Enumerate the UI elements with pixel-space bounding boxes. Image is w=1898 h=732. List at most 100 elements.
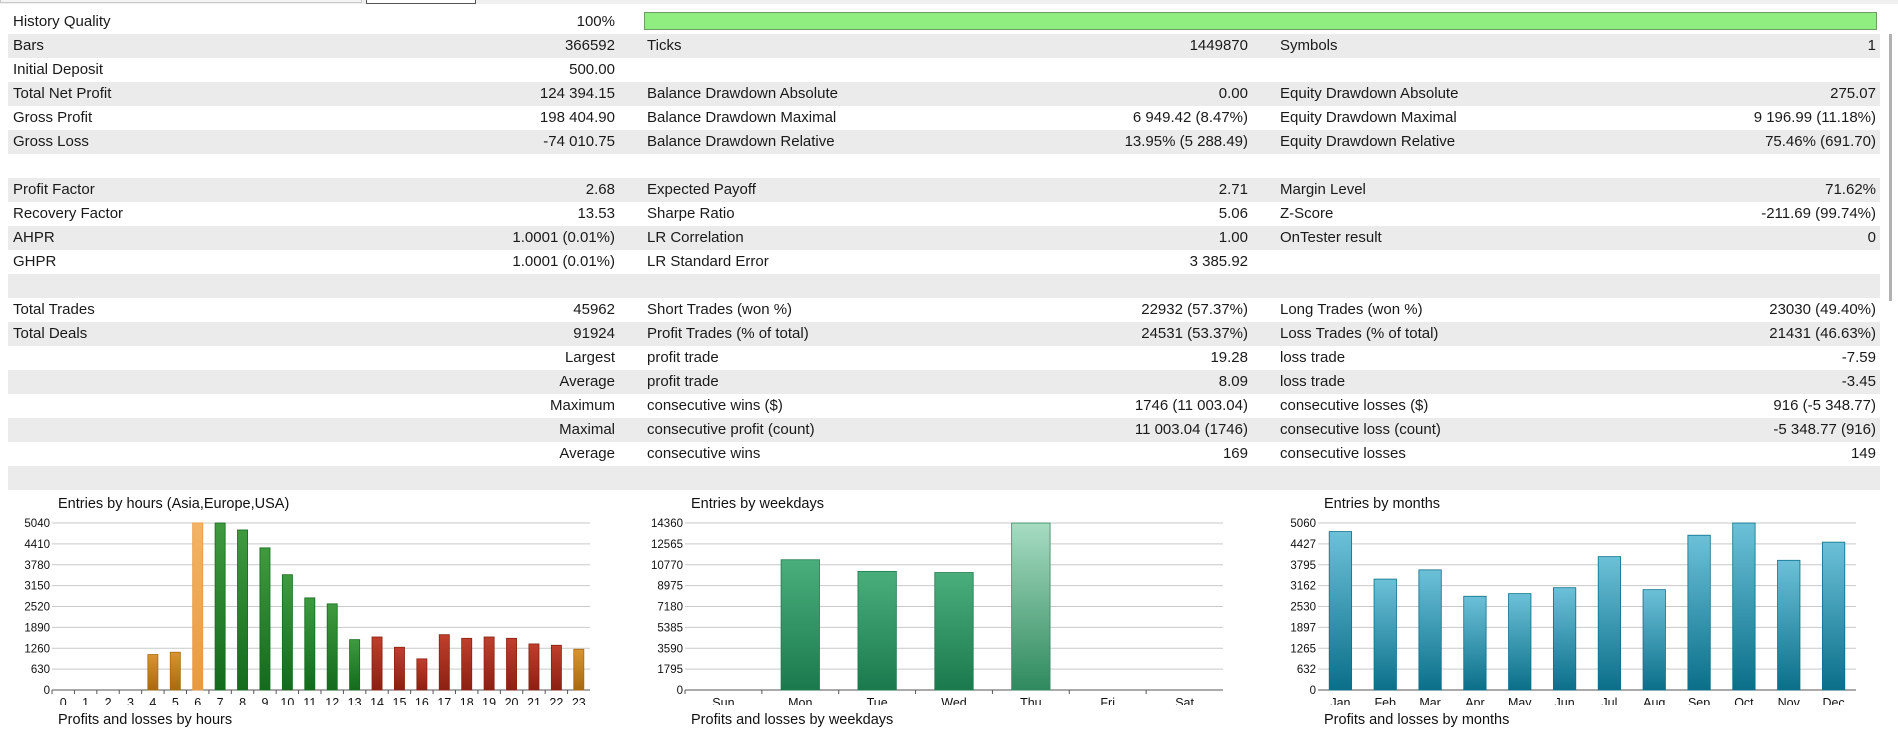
report-row: Gross Profit 198 404.90 Balance Drawdown M… (8, 106, 1880, 130)
y-tick-label: 14360 (651, 518, 683, 530)
value-right: 21431 (46.63%) (1769, 325, 1876, 342)
report-row: Recovery Factor 13.53 Sharpe Ratio 5.06 Z-Sc… (8, 202, 1880, 226)
report-row: History Quality 100% (8, 10, 1880, 34)
x-tick-label: Tue (867, 696, 888, 705)
y-tick-label: 5060 (1290, 518, 1316, 530)
label-right: Z-Score (1280, 205, 1334, 222)
y-tick-label: 5385 (657, 622, 683, 634)
x-tick-label: 13 (348, 696, 362, 705)
x-tick-label: Apr (1465, 696, 1484, 705)
bar-5 (169, 651, 181, 691)
report-row: Largest profit trade 19.28 loss trade -7.59 (8, 346, 1880, 370)
label-mid: Expected Payoff (647, 181, 756, 198)
bar-Dec (1821, 541, 1846, 691)
label-left: Gross Profit (13, 109, 93, 126)
value-right: 23030 (49.40%) (1769, 301, 1876, 318)
x-tick-label: 3 (127, 696, 134, 705)
label-left: Gross Loss (13, 133, 89, 150)
profits-losses-months-title: Profits and losses by months (1324, 712, 1510, 728)
value-left: 2.68 (585, 181, 615, 198)
x-tick-label: Dec (1822, 696, 1844, 705)
y-tick-label: 3780 (24, 560, 50, 572)
report-row: Average consecutive wins 169 consecutive lo… (8, 442, 1880, 466)
x-tick-label: Thu (1020, 696, 1042, 705)
y-tick-label: 1265 (1290, 643, 1316, 655)
x-tick-label: Jan (1330, 696, 1350, 705)
value-right: 9 196.99 (11.18%) (1753, 109, 1876, 126)
value-right: -211.69 (99.74%) (1761, 205, 1876, 222)
report-row: Total Trades 45962 Short Trades (won %) 229… (8, 298, 1880, 322)
value-left: -74 010.75 (543, 133, 615, 150)
value-mid: 5.06 (1218, 205, 1248, 222)
value-mid: 1.00 (1218, 229, 1248, 246)
label-mid: LR Standard Error (647, 253, 769, 270)
label-mid: consecutive wins ($) (647, 397, 783, 414)
value-left: 198 404.90 (539, 109, 615, 126)
value-left: 91924 (573, 325, 615, 342)
y-tick-label: 632 (1297, 664, 1316, 676)
label-right: consecutive losses (1280, 445, 1406, 462)
bar-6 (192, 522, 204, 691)
label-right: Equity Drawdown Relative (1280, 133, 1456, 150)
y-tick-label: 3795 (1290, 560, 1316, 572)
y-tick-label: 1897 (1290, 622, 1316, 634)
value-mid: 24531 (53.37%) (1141, 325, 1248, 342)
x-tick-label: 14 (370, 696, 384, 705)
value-right: 149 (1850, 445, 1876, 462)
bar-May (1508, 593, 1532, 691)
report-row: GHPR 1.0001 (0.01%) LR Standard Error 3 385… (8, 250, 1880, 274)
label-left: History Quality (13, 13, 111, 30)
x-tick-label: 8 (239, 696, 246, 705)
chart-title: Entries by hours (Asia,Europe,USA) (58, 496, 289, 512)
value-mid: 0.00 (1218, 85, 1248, 102)
report-row: Maximum consecutive wins ($) 1746 (11 003.… (8, 394, 1880, 418)
bar-16 (416, 658, 428, 691)
bar-Feb (1373, 578, 1397, 691)
value-right: 75.46% (691.70) (1765, 133, 1876, 150)
bar-Thu (1011, 522, 1051, 691)
x-tick-label: 18 (460, 696, 474, 705)
value-mid: 19.28 (1210, 349, 1248, 366)
value-left: 500.00 (569, 61, 615, 78)
bar-Tue (857, 570, 897, 691)
value-right: 1 (1867, 37, 1876, 54)
y-tick-label: 3162 (1290, 581, 1316, 593)
x-tick-label: Sep (1688, 696, 1710, 705)
bar-7 (214, 522, 226, 691)
y-tick-label: 1890 (24, 622, 50, 634)
value-left: Maximum (549, 397, 615, 414)
x-tick-label: 7 (217, 696, 224, 705)
label-left: Total Net Profit (13, 85, 112, 102)
label-mid: consecutive profit (count) (647, 421, 815, 438)
top-toolbar-strip (0, 0, 1898, 4)
bar-Jan (1328, 531, 1353, 691)
y-tick-label: 0 (44, 685, 50, 697)
y-tick-label: 3150 (24, 581, 50, 593)
label-mid: Balance Drawdown Absolute (647, 85, 838, 102)
chart-entries-by-weekdays: Entries by weekdays 14360 12565 10770 8975 71… (633, 490, 1233, 705)
x-tick-label: 16 (415, 696, 429, 705)
toolbar-input[interactable] (366, 0, 476, 4)
label-mid: Ticks (647, 37, 682, 54)
chart-entries-by-months: Entries by months 5060 4427 3795 3162 2530 189… (1266, 490, 1866, 705)
report-row: Profit Factor 2.68 Expected Payoff 2.71 Marg… (8, 178, 1880, 202)
vertical-scrollbar[interactable] (1889, 34, 1892, 301)
report-row (8, 466, 1880, 490)
value-left: Largest (564, 349, 615, 366)
bar-Oct (1732, 522, 1756, 691)
report-row: Total Deals 91924 Profit Trades (% of tota… (8, 322, 1880, 346)
value-mid: 3 385.92 (1189, 253, 1248, 270)
bar-20 (506, 637, 517, 691)
x-tick-label: Jul (1601, 696, 1617, 705)
value-mid: 6 949.42 (8.47%) (1132, 109, 1248, 126)
x-tick-label: Wed (941, 696, 967, 705)
value-mid: 1746 (11 003.04) (1134, 397, 1248, 414)
bar-9 (259, 547, 271, 691)
toolbar-tab[interactable] (0, 0, 362, 3)
label-left: Initial Deposit (13, 61, 104, 78)
value-left: Maximal (559, 421, 615, 438)
label-left: GHPR (13, 253, 57, 270)
value-left: 1.0001 (0.01%) (512, 229, 615, 246)
bar-Mon (780, 559, 820, 691)
value-left: Average (559, 373, 615, 390)
